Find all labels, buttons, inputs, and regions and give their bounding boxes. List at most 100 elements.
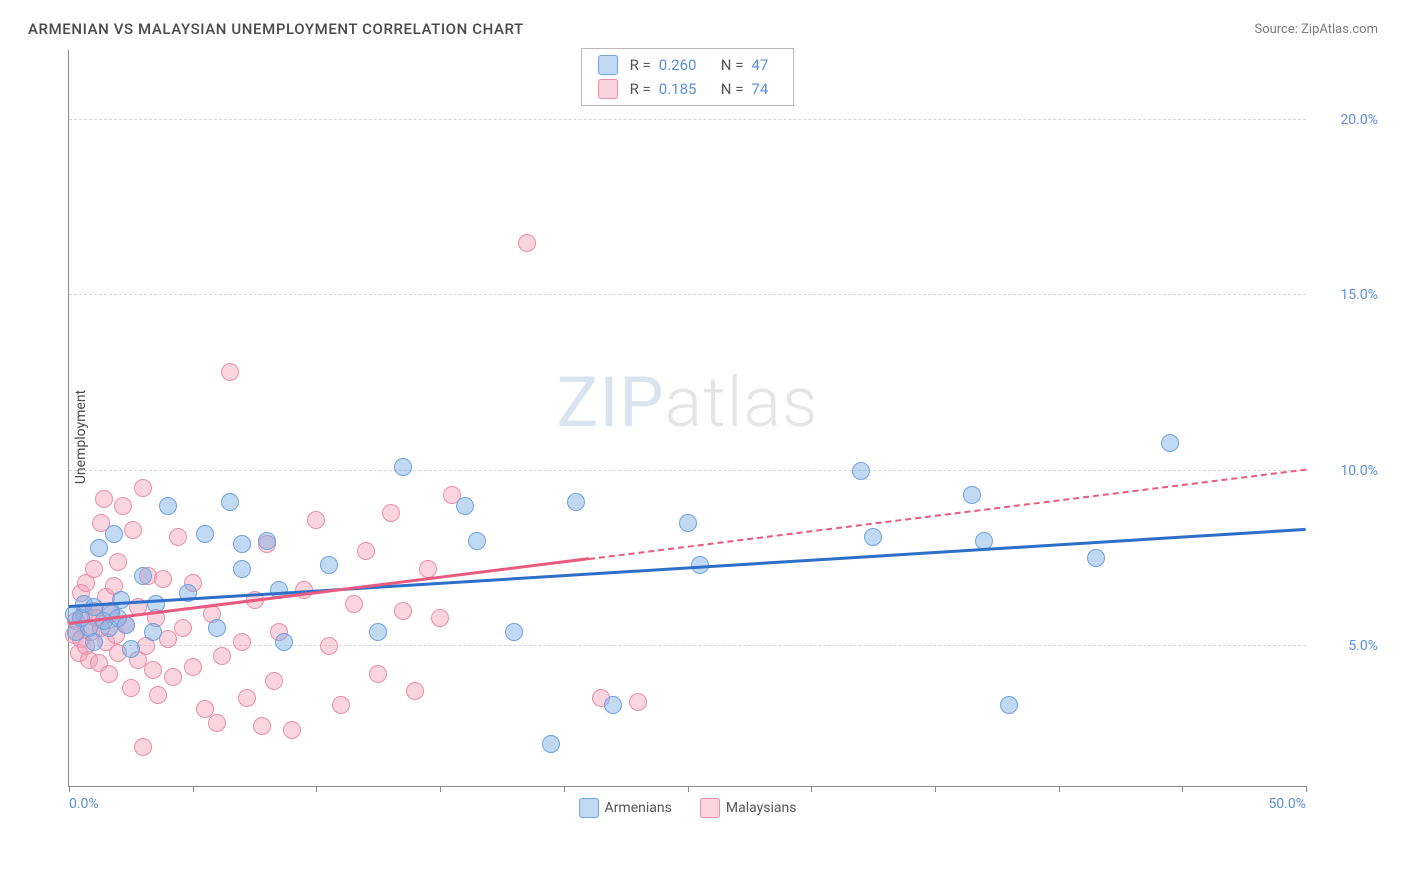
data-point [567,493,585,511]
r-label: R = [630,77,651,101]
x-tick [811,786,812,792]
data-point [518,234,536,252]
trend-line [69,528,1306,608]
grid-line [69,645,1306,646]
data-point [1000,696,1018,714]
data-point [208,619,226,637]
n-label: N = [721,77,744,101]
x-tick [935,786,936,792]
n-label: N = [721,53,744,77]
data-point [456,497,474,515]
data-point [369,665,387,683]
data-point [134,567,152,585]
data-point [233,560,251,578]
data-point [369,623,387,641]
data-point [109,553,127,571]
data-point [253,717,271,735]
data-point [431,609,449,627]
data-point [144,661,162,679]
data-point [258,532,276,550]
data-point [679,514,697,532]
legend-item-malaysians: Malaysians [700,798,797,818]
data-point [320,637,338,655]
y-tick-label: 10.0% [1314,463,1378,479]
stats-row-armenians: R = 0.260 N = 47 [598,53,778,77]
plot-container: Unemployment ZIPatlas R = 0.260 N = 47 R… [20,42,1386,832]
y-tick-label: 20.0% [1314,112,1378,128]
y-tick-label: 5.0% [1314,638,1378,654]
data-point [144,623,162,641]
data-point [122,679,140,697]
x-tick [316,786,317,792]
data-point [320,556,338,574]
data-point [208,714,226,732]
data-point [159,497,177,515]
swatch-malaysians [598,79,618,99]
x-tick-label: 0.0% [69,796,99,812]
trend-line [588,469,1306,560]
data-point [332,696,350,714]
stats-legend-box: R = 0.260 N = 47 R = 0.185 N = 74 [581,48,795,106]
x-tick [688,786,689,792]
data-point [238,689,256,707]
grid-line [69,119,1306,120]
data-point [604,696,622,714]
data-point [542,735,560,753]
data-point [406,682,424,700]
legend-bottom: Armenians Malaysians [579,798,797,818]
data-point [307,511,325,529]
data-point [864,528,882,546]
x-tick [69,786,70,792]
data-point [184,658,202,676]
grid-line [69,470,1306,471]
data-point [85,633,103,651]
source-attribution: Source: ZipAtlas.com [1254,22,1378,37]
data-point [174,619,192,637]
chart-container: ARMENIAN VS MALAYSIAN UNEMPLOYMENT CORRE… [20,20,1386,872]
grid-line [69,294,1306,295]
data-point [90,539,108,557]
data-point [196,525,214,543]
n-value-malaysians: 74 [751,77,777,101]
watermark-light: atlas [665,362,819,444]
x-tick [193,786,194,792]
x-tick [564,786,565,792]
data-point [419,560,437,578]
data-point [629,693,647,711]
data-point [117,616,135,634]
data-point [100,665,118,683]
data-point [283,721,301,739]
data-point [468,532,486,550]
data-point [221,493,239,511]
swatch-armenians [598,55,618,75]
data-point [505,623,523,641]
r-value-armenians: 0.260 [659,53,709,77]
data-point [114,497,132,515]
data-point [154,570,172,588]
x-tick [1059,786,1060,792]
data-point [124,521,142,539]
x-tick [1306,786,1307,792]
data-point [357,542,375,560]
data-point [221,363,239,381]
data-point [265,672,283,690]
watermark: ZIPatlas [557,362,819,444]
data-point [394,458,412,476]
data-point [169,528,187,546]
data-point [233,633,251,651]
r-label: R = [630,53,651,77]
data-point [963,486,981,504]
data-point [382,504,400,522]
data-point [95,490,113,508]
data-point [122,640,140,658]
legend-swatch-armenians [579,798,599,818]
y-tick-label: 15.0% [1314,287,1378,303]
data-point [394,602,412,620]
legend-label-armenians: Armenians [605,800,672,816]
plot-area: ZIPatlas R = 0.260 N = 47 R = 0.185 N = … [68,50,1306,787]
data-point [112,591,130,609]
data-point [213,647,231,665]
watermark-bold: ZIP [557,362,665,444]
data-point [275,633,293,651]
x-tick [440,786,441,792]
